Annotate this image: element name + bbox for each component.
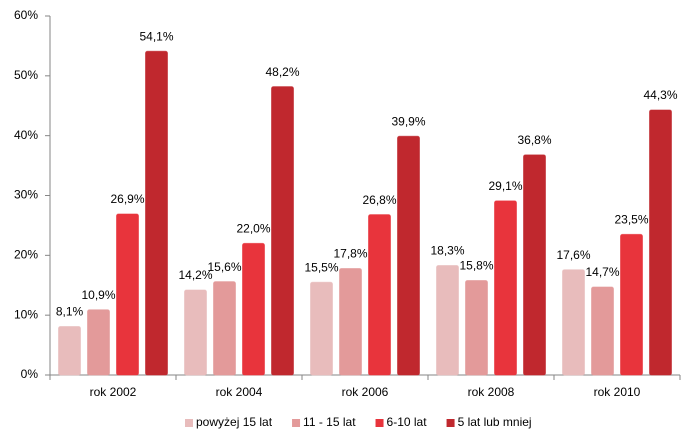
bar	[397, 135, 420, 376]
y-tick-label: 0%	[21, 367, 39, 381]
bar	[116, 213, 139, 376]
value-label: 15,6%	[207, 260, 241, 274]
value-label: 23,5%	[614, 213, 648, 227]
y-tick-label: 30%	[14, 188, 38, 202]
bar	[620, 233, 643, 376]
bar	[368, 214, 391, 376]
x-tick-label: rok 2008	[468, 385, 515, 399]
value-label: 18,3%	[430, 244, 464, 258]
x-tick-label: rok 2002	[90, 385, 137, 399]
bar	[87, 309, 110, 376]
bar	[649, 109, 672, 376]
y-tick-label: 10%	[14, 307, 38, 321]
value-label: 48,2%	[265, 65, 299, 79]
bar	[145, 50, 168, 376]
y-tick-label: 60%	[14, 8, 38, 22]
legend-label: powyżej 15 lat	[196, 415, 273, 429]
value-label: 39,9%	[391, 114, 425, 128]
value-label: 17,8%	[333, 247, 367, 261]
value-label: 10,9%	[81, 288, 115, 302]
bar	[184, 289, 207, 376]
bar	[591, 286, 614, 376]
bar	[242, 242, 265, 376]
legend-marker	[375, 419, 384, 427]
legend-label: 6-10 lat	[387, 415, 428, 429]
legend-marker	[292, 419, 301, 427]
value-label: 29,1%	[488, 179, 522, 193]
y-tick-label: 20%	[14, 248, 38, 262]
y-tick-label: 40%	[14, 128, 38, 142]
bar	[310, 281, 333, 376]
value-label: 15,8%	[459, 259, 493, 273]
value-label: 15,5%	[304, 260, 338, 274]
bar	[523, 154, 546, 376]
bar	[436, 265, 459, 376]
bar	[562, 269, 585, 376]
value-label: 36,8%	[517, 133, 551, 147]
value-label: 14,7%	[585, 265, 619, 279]
bar	[465, 279, 488, 376]
value-label: 14,2%	[178, 268, 212, 282]
bar	[58, 326, 81, 376]
value-label: 44,3%	[643, 88, 677, 102]
value-label: 22,0%	[236, 222, 270, 236]
x-tick-label: rok 2010	[594, 385, 641, 399]
y-tick-label: 50%	[14, 68, 38, 82]
value-label: 8,1%	[56, 305, 84, 319]
bar	[494, 200, 517, 376]
value-label: 17,6%	[556, 248, 590, 262]
x-tick-label: rok 2006	[342, 385, 389, 399]
bar	[271, 86, 294, 376]
legend-marker	[185, 419, 193, 427]
bar	[339, 267, 362, 376]
bar	[213, 281, 236, 376]
value-label: 54,1%	[139, 29, 173, 43]
value-label: 26,9%	[110, 192, 144, 206]
legend-marker	[446, 419, 455, 427]
legend-label: 11 - 15 lat	[303, 415, 356, 429]
value-label: 26,8%	[362, 193, 396, 207]
x-tick-label: rok 2004	[216, 385, 263, 399]
legend-label: 5 lat lub mniej	[458, 415, 532, 429]
